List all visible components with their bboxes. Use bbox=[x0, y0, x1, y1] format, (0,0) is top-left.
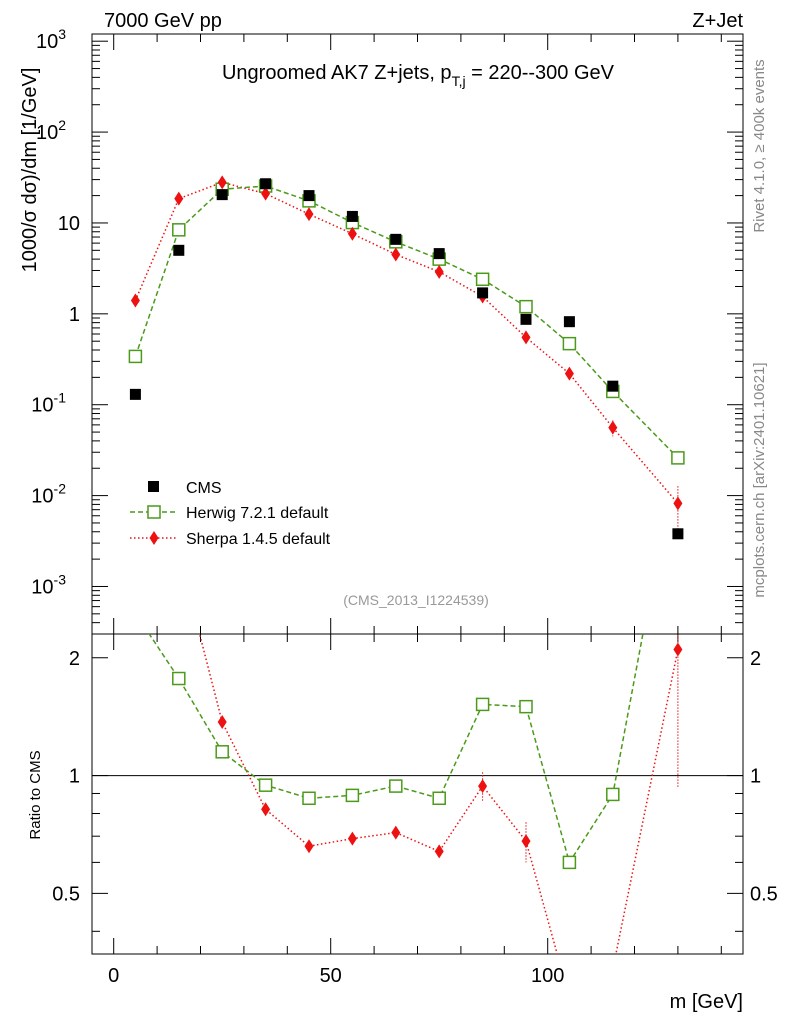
cms-point bbox=[607, 380, 619, 392]
sherpa-ratio-point bbox=[131, 364, 140, 378]
chart-title: Ungroomed AK7 Z+jets, pT,j = 220--300 Ge… bbox=[222, 62, 615, 89]
y-tick-label-main: 103 bbox=[36, 26, 66, 53]
sherpa-ratio-point bbox=[347, 831, 357, 846]
sherpa-ratio-point bbox=[217, 715, 227, 730]
sherpa-point bbox=[673, 496, 683, 511]
rivet-version-label: Rivet 4.1.0, ≥ 400k events bbox=[751, 59, 768, 232]
cms-point bbox=[672, 528, 684, 540]
analysis-id-label: (CMS_2013_I1224539) bbox=[343, 592, 489, 608]
x-tick-label: 100 bbox=[531, 965, 564, 987]
cms-point bbox=[433, 248, 445, 260]
legend-cms-marker bbox=[148, 481, 159, 492]
sherpa-point bbox=[521, 330, 531, 345]
sherpa-point bbox=[174, 191, 184, 206]
herwig-ratio-point bbox=[215, 745, 229, 759]
y-tick-label-main: 10-2 bbox=[31, 481, 66, 508]
sherpa-ratio-point bbox=[434, 844, 444, 859]
herwig-ratio-point bbox=[258, 778, 273, 792]
x-tick-label: 50 bbox=[320, 965, 342, 987]
legend: CMS Herwig 7.2.1 default Sherpa 1.4.5 de… bbox=[130, 480, 331, 548]
cms-point bbox=[346, 210, 358, 222]
herwig-line bbox=[134, 185, 679, 459]
sherpa-ratio-point bbox=[478, 779, 488, 794]
legend-sherpa-marker bbox=[149, 531, 159, 545]
sherpa-ratio-line bbox=[198, 634, 679, 954]
cms-point bbox=[216, 189, 228, 201]
x-axis-title: m [GeV] bbox=[670, 991, 743, 1013]
herwig-ratio-point bbox=[606, 787, 620, 802]
sherpa-ratio-point bbox=[391, 825, 401, 840]
y-tick-label-ratio-right: 2 bbox=[750, 648, 761, 670]
sherpa-ratio-point bbox=[565, 991, 574, 1005]
y-tick-label-ratio-left: 2 bbox=[69, 648, 80, 670]
cms-point bbox=[173, 244, 185, 256]
ratio-plot-area bbox=[129, 364, 683, 1005]
y-tick-label-main: 102 bbox=[36, 117, 66, 144]
herwig-ratio-point bbox=[302, 791, 316, 806]
sherpa-ratio-point bbox=[673, 642, 683, 657]
sherpa-ratio-point bbox=[174, 546, 183, 560]
x-axis-ticks: 0 50 100 bbox=[108, 34, 722, 987]
sherpa-point bbox=[217, 175, 227, 190]
cms-point bbox=[260, 178, 272, 190]
sherpa-point bbox=[261, 186, 271, 201]
cms-point bbox=[390, 233, 402, 245]
herwig-ratio-point bbox=[389, 779, 403, 793]
y-tick-label-ratio-right: 0.5 bbox=[750, 883, 778, 905]
sherpa-ratio-point bbox=[608, 962, 617, 976]
cms-point bbox=[563, 316, 575, 328]
header-energy-label: 7000 GeV pp bbox=[104, 10, 222, 32]
y-axis-title-ratio: Ratio to CMS bbox=[27, 750, 44, 839]
y-tick-label-ratio-left: 0.5 bbox=[52, 883, 80, 905]
sherpa-ratio-point bbox=[304, 839, 314, 854]
y-tick-label-ratio-left: 1 bbox=[69, 766, 80, 788]
herwig-ratio-point bbox=[172, 671, 186, 686]
herwig-ratio-point bbox=[475, 697, 490, 712]
sherpa-point bbox=[304, 207, 314, 222]
herwig-ratio-point bbox=[345, 788, 360, 803]
legend-cms-label: CMS bbox=[186, 480, 222, 497]
mcplots-label: mcplots.cern.ch [arXiv:2401.10621] bbox=[751, 362, 768, 597]
y-tick-label-main: 1 bbox=[69, 304, 80, 326]
herwig-point bbox=[519, 299, 533, 314]
herwig-ratio-point bbox=[129, 607, 141, 619]
cms-point bbox=[520, 313, 532, 325]
y-tick-label-main: 10-1 bbox=[31, 390, 66, 417]
sherpa-point bbox=[608, 420, 618, 435]
sherpa-ratio-point bbox=[521, 834, 531, 849]
herwig-point bbox=[172, 223, 186, 237]
sherpa-ratio-point bbox=[261, 802, 271, 817]
legend-herwig-marker bbox=[147, 505, 161, 519]
herwig-point bbox=[671, 451, 685, 465]
herwig-ratio-point bbox=[562, 855, 577, 870]
cms-point bbox=[129, 388, 141, 400]
ratio-plot-frame bbox=[91, 633, 744, 955]
cms-point bbox=[477, 287, 489, 299]
herwig-ratio-point bbox=[519, 699, 533, 714]
sherpa-point bbox=[391, 247, 401, 262]
sherpa-point bbox=[564, 366, 574, 381]
herwig-point bbox=[128, 349, 143, 364]
herwig-point bbox=[475, 272, 490, 287]
y-axis-title-top: 1000/σ dσ)/dm [1/GeV] bbox=[19, 68, 41, 273]
ratio-axis-ticks: 2 2 1 1 0.5 0.5 bbox=[52, 648, 778, 932]
y-tick-label-main: 10-3 bbox=[31, 571, 66, 598]
sherpa-point bbox=[130, 293, 140, 308]
y-tick-label-ratio-right: 1 bbox=[750, 766, 761, 788]
main-plot-area bbox=[128, 175, 685, 540]
y-tick-label-main: 10 bbox=[58, 213, 80, 235]
sherpa-point bbox=[347, 226, 357, 241]
sherpa-line bbox=[134, 181, 679, 504]
x-tick-label: 0 bbox=[108, 965, 119, 987]
header-process-label: Z+Jet bbox=[692, 10, 743, 32]
cms-point bbox=[303, 190, 315, 202]
herwig-point bbox=[562, 336, 577, 351]
sherpa-point bbox=[434, 264, 444, 279]
herwig-ratio-point bbox=[432, 791, 446, 806]
legend-sherpa-label: Sherpa 1.4.5 default bbox=[186, 531, 331, 548]
legend-herwig-label: Herwig 7.2.1 default bbox=[186, 505, 329, 522]
